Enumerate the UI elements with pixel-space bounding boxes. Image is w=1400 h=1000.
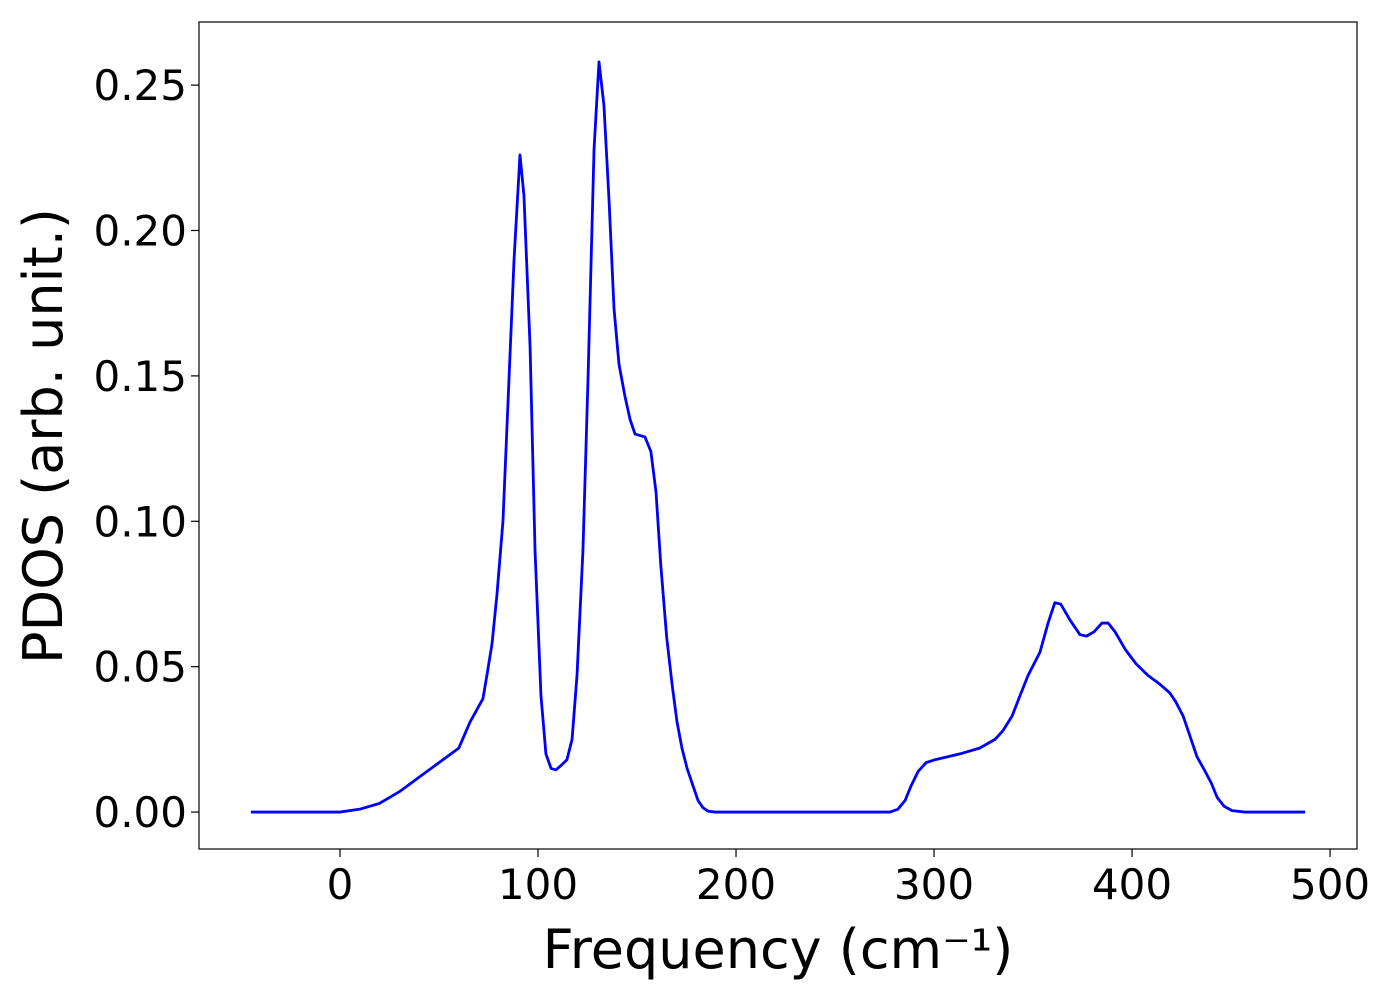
x-tick-label: 500 [1290, 860, 1370, 909]
y-tick-label: 0.10 [93, 497, 187, 546]
plot-frame [198, 21, 1358, 850]
x-tick-label: 300 [894, 860, 974, 909]
y-tick-label: 0.20 [93, 206, 187, 255]
x-tick-label: 100 [498, 860, 578, 909]
y-tick-label: 0.00 [93, 788, 187, 837]
x-axis-label: Frequency (cm⁻¹) [543, 918, 1014, 981]
y-tick-label: 0.05 [93, 643, 187, 692]
y-axis-label: PDOS (arb. unit.) [12, 208, 75, 664]
y-tick-label: 0.25 [93, 61, 187, 110]
y-tick-label: 0.15 [93, 352, 187, 401]
x-tick-label: 200 [696, 860, 776, 909]
x-tick-label: 400 [1092, 860, 1172, 909]
x-tick-label: 0 [327, 860, 354, 909]
line-series [250, 60, 1306, 814]
